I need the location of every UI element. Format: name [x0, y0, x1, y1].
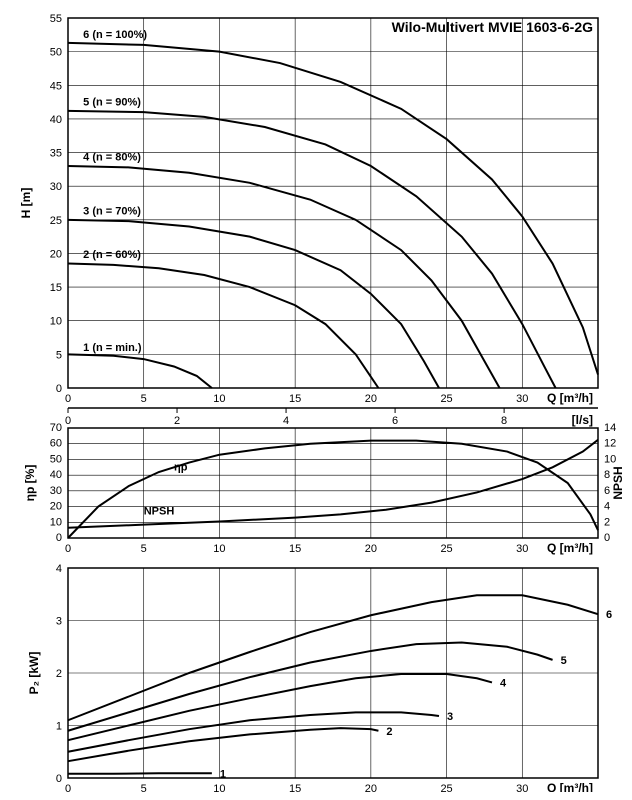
chart1-x2label: [l/s] — [572, 413, 593, 427]
chart1-xtick: 20 — [365, 393, 377, 405]
chart1-ytick: 10 — [50, 316, 62, 328]
chart2-y2tick: 10 — [604, 453, 616, 465]
chart1-curve-4 — [68, 166, 500, 388]
chart2-curve-label-eta: ηp — [174, 461, 188, 473]
chart2-y2tick: 8 — [604, 469, 610, 481]
chart1-ytick: 30 — [50, 181, 62, 193]
chart1-curve-3 — [68, 220, 439, 388]
chart1-x2tick: 0 — [65, 415, 71, 427]
chart2-y2tick: 14 — [604, 422, 616, 434]
chart2-curve-label-npsh: NPSH — [144, 505, 175, 517]
chart2-xlabel: Q [m³/h] — [547, 541, 593, 555]
chart1-x2tick: 6 — [392, 415, 398, 427]
chart1-ytick: 5 — [56, 349, 62, 361]
chart3-curve-label-4: 4 — [500, 677, 507, 689]
chart-title: Wilo-Multivert MVIE 1603-6-2G — [392, 19, 593, 35]
chart1-curve-2 — [68, 264, 378, 388]
chart3-xtick: 10 — [213, 783, 225, 792]
chart3-curve-label-6: 6 — [606, 609, 612, 621]
chart2-ylabel: ηp [%] — [23, 465, 37, 502]
chart1-curve-label-1: 1 (n = min.) — [83, 342, 142, 354]
chart2-y2tick: 12 — [604, 438, 616, 450]
chart1-xlabel: Q [m³/h] — [547, 391, 593, 405]
chart1-curve-1 — [68, 354, 212, 388]
chart1-ylabel: H [m] — [19, 188, 33, 219]
chart1-curve-label-6: 6 (n = 100%) — [83, 29, 147, 41]
chart2-xtick: 10 — [213, 543, 225, 555]
chart1-ytick: 45 — [50, 80, 62, 92]
chart1-xtick: 10 — [213, 393, 225, 405]
chart2-xtick: 25 — [440, 543, 452, 555]
chart3-curve-label-5: 5 — [561, 655, 567, 667]
chart2-ytick: 10 — [50, 516, 62, 528]
chart3-ytick: 1 — [56, 721, 62, 733]
chart3-curve-2 — [68, 728, 378, 761]
chart1-ytick: 50 — [50, 47, 62, 59]
chart2-y2tick: 0 — [604, 532, 610, 544]
chart1-curve-label-4: 4 (n = 80%) — [83, 152, 141, 164]
chart2-ytick: 0 — [56, 532, 62, 544]
chart3-ylabel: P₂ [kW] — [27, 652, 41, 695]
chart1-xtick: 5 — [141, 393, 147, 405]
chart3-xtick: 0 — [65, 783, 71, 792]
chart1-xtick: 30 — [516, 393, 528, 405]
chart3-xlabel: Q [m³/h] — [547, 781, 593, 792]
chart1-ytick: 55 — [50, 13, 62, 25]
chart2-y2tick: 4 — [604, 501, 610, 513]
chart3-curve-3 — [68, 712, 439, 751]
chart2-xtick: 15 — [289, 543, 301, 555]
chart2-y2label: NPSH — [611, 466, 624, 499]
chart3-xtick: 5 — [141, 783, 147, 792]
chart2-xtick: 5 — [141, 543, 147, 555]
chart1-ytick: 15 — [50, 282, 62, 294]
chart1-ytick: 35 — [50, 148, 62, 160]
chart1-x2tick: 2 — [174, 415, 180, 427]
pump-curves-figure: Wilo-Multivert MVIE 1603-6-2G05101520253… — [8, 8, 624, 792]
chart3-xtick: 15 — [289, 783, 301, 792]
chart3-ytick: 0 — [56, 773, 62, 785]
chart1-xtick: 0 — [65, 393, 71, 405]
chart2-ytick: 50 — [50, 453, 62, 465]
chart1-xtick: 25 — [440, 393, 452, 405]
chart1-ytick: 25 — [50, 215, 62, 227]
chart2-ytick: 60 — [50, 438, 62, 450]
chart1-xtick: 15 — [289, 393, 301, 405]
chart3-curve-label-3: 3 — [447, 711, 453, 723]
chart2-ytick: 70 — [50, 422, 62, 434]
chart3-curve-4 — [68, 674, 492, 740]
chart3-ytick: 3 — [56, 616, 62, 628]
chart1-x2tick: 4 — [283, 415, 289, 427]
chart3-xtick: 20 — [365, 783, 377, 792]
chart2-frame — [68, 428, 598, 538]
chart1-ytick: 0 — [56, 383, 62, 395]
chart2-ytick: 40 — [50, 469, 62, 481]
chart1-curve-label-5: 5 (n = 90%) — [83, 96, 141, 108]
chart3-curve-1 — [68, 773, 212, 774]
chart3-ytick: 4 — [56, 563, 62, 575]
chart3-xtick: 30 — [516, 783, 528, 792]
chart1-curve-label-3: 3 (n = 70%) — [83, 205, 141, 217]
chart3-xtick: 25 — [440, 783, 452, 792]
chart2-ytick: 20 — [50, 501, 62, 513]
chart2-xtick: 20 — [365, 543, 377, 555]
chart1-ytick: 40 — [50, 114, 62, 126]
chart1-ytick: 20 — [50, 248, 62, 260]
chart1-curve-label-2: 2 (n = 60%) — [83, 249, 141, 261]
chart2-xtick: 30 — [516, 543, 528, 555]
chart2-y2tick: 6 — [604, 485, 610, 497]
chart2-curve-eta — [68, 441, 598, 538]
chart-svg: Wilo-Multivert MVIE 1603-6-2G05101520253… — [8, 8, 624, 792]
chart3-curve-label-1: 1 — [220, 768, 226, 780]
chart1-x2tick: 8 — [501, 415, 507, 427]
chart2-ytick: 30 — [50, 485, 62, 497]
chart2-y2tick: 2 — [604, 516, 610, 528]
chart3-curve-label-2: 2 — [386, 726, 392, 738]
chart3-ytick: 2 — [56, 668, 62, 680]
chart2-xtick: 0 — [65, 543, 71, 555]
